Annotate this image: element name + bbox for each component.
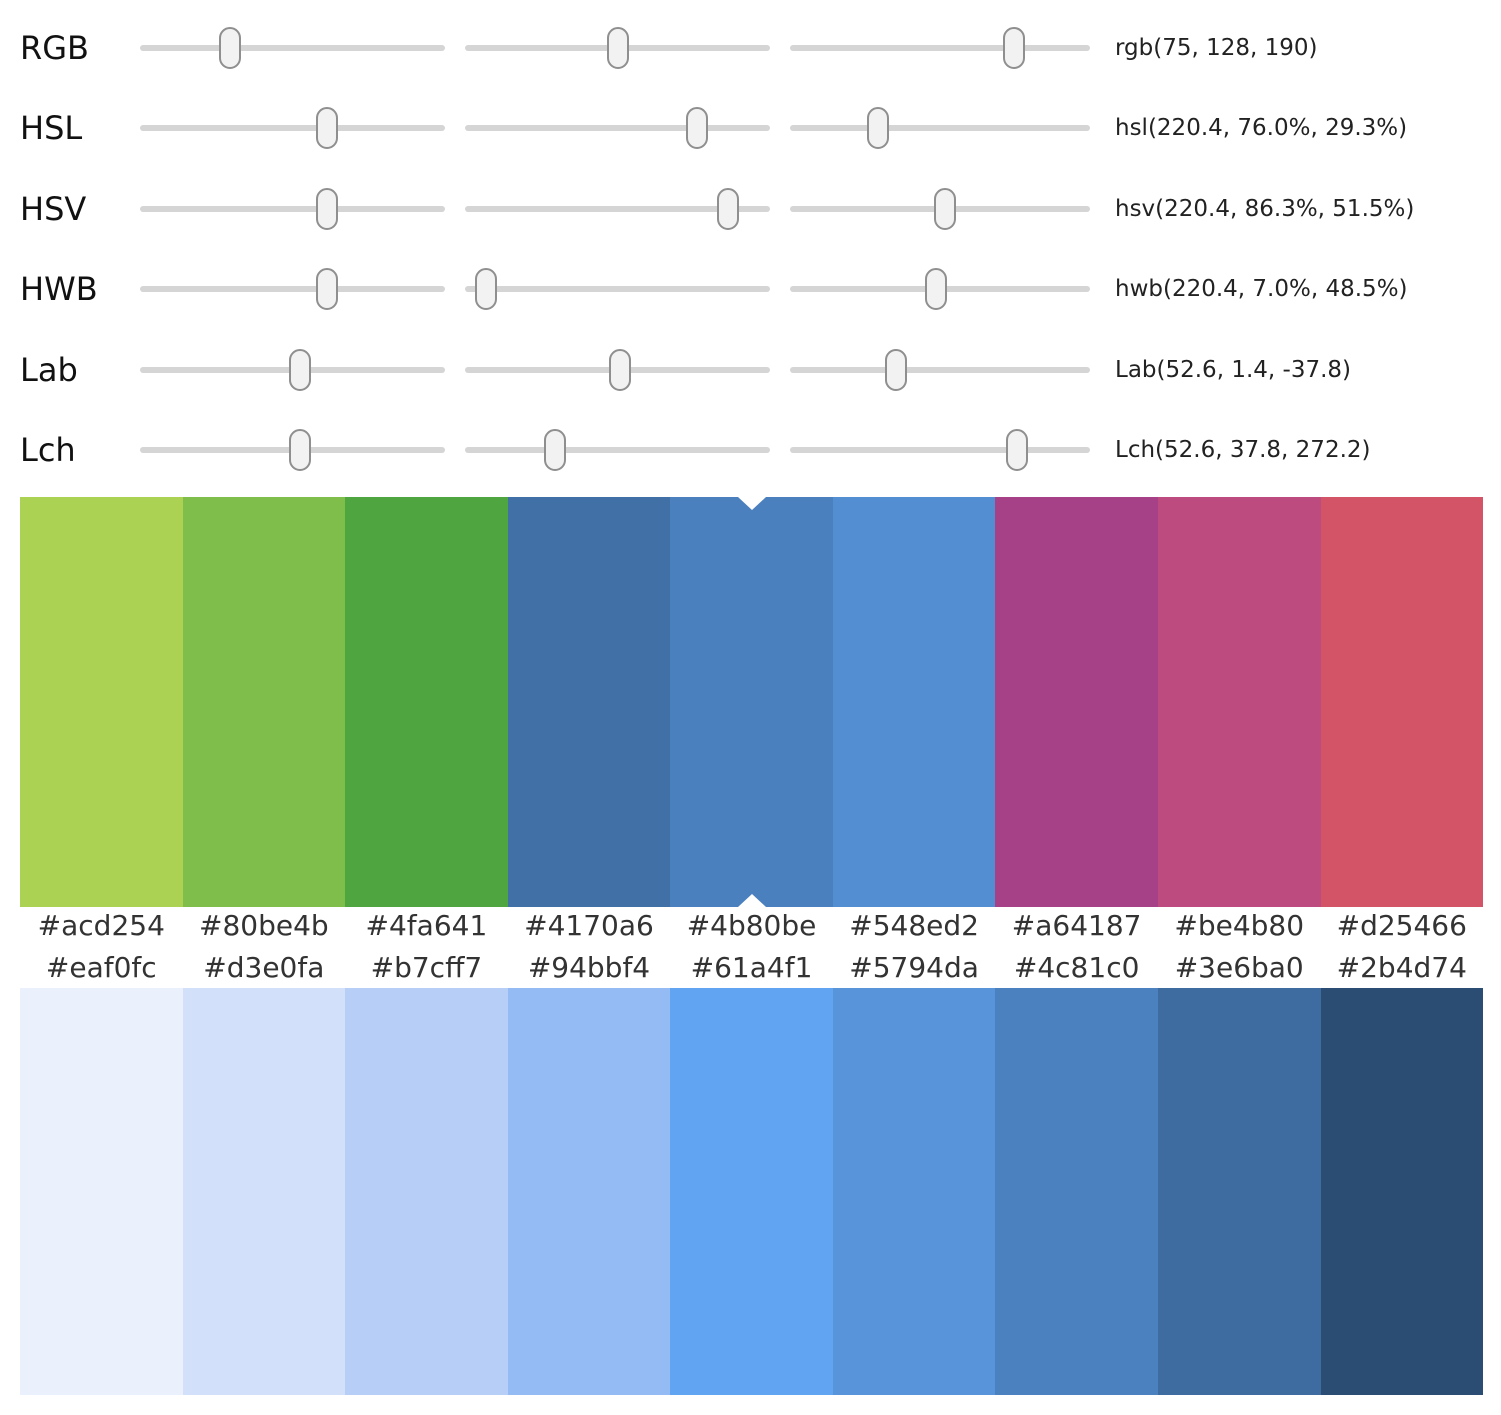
slider-row-lch: Lch Lch(52.6, 37.8, 272.2) — [0, 410, 1501, 490]
lightness-swatch[interactable] — [345, 988, 508, 1395]
slider-row-hsl: HSL hsl(220.4, 76.0%, 29.3%) — [0, 88, 1501, 168]
hsv-channel-3-slider-track[interactable] — [790, 188, 1090, 230]
colorspace-label-lab: Lab — [20, 351, 78, 389]
hsl-channel-3-slider-track[interactable] — [790, 107, 1090, 149]
harmony-swatch[interactable] — [1157, 497, 1321, 907]
harmony-hex-label: #80be4b — [199, 908, 329, 942]
harmony-swatch[interactable] — [995, 497, 1158, 907]
slider-row-rgb: RGB rgb(75, 128, 190) — [0, 8, 1501, 88]
rgb-channel-1-slider-handle[interactable] — [218, 27, 241, 69]
harmony-swatch[interactable] — [507, 497, 671, 907]
lightness-hex-labels: #eaf0fc #d3e0fa #b7cff7 #94bbf4 #61a4f1 #5794… — [20, 947, 1483, 987]
lightness-swatch[interactable] — [1320, 988, 1484, 1395]
hwb-channel-1-slider-handle[interactable] — [315, 268, 338, 310]
harmony-hex-labels: #acd254 #80be4b #4fa641 #4170a6 #4b80be #548e… — [20, 905, 1483, 945]
selected-color-notch-bottom-icon — [737, 894, 766, 907]
lch-channel-1-slider-track[interactable] — [140, 429, 445, 471]
hsv-channel-1-slider-track[interactable] — [140, 188, 445, 230]
hwb-channel-2-slider-handle[interactable] — [475, 268, 498, 310]
hsl-channel-1-slider-handle[interactable] — [315, 107, 338, 149]
lightness-hex-label: #5794da — [849, 950, 979, 984]
hsl-channel-3-slider-handle[interactable] — [866, 107, 889, 149]
harmony-hex-label: #548ed2 — [849, 908, 979, 942]
colorspace-label-hsv: HSV — [20, 190, 87, 228]
hsl-value-text: hsl(220.4, 76.0%, 29.3%) — [1115, 115, 1408, 141]
hwb-value-text: hwb(220.4, 7.0%, 48.5%) — [1115, 276, 1408, 302]
lch-channel-3-slider-track[interactable] — [790, 429, 1090, 471]
lightness-swatch[interactable] — [1157, 988, 1321, 1395]
harmony-swatch[interactable] — [832, 497, 996, 907]
lightness-swatch[interactable] — [670, 988, 833, 1395]
lightness-swatch[interactable] — [20, 988, 183, 1395]
slider-row-hsv: HSV hsv(220.4, 86.3%, 51.5%) — [0, 169, 1501, 249]
harmony-hex-label: #acd254 — [37, 908, 165, 942]
hwb-channel-3-slider-handle[interactable] — [924, 268, 947, 310]
lch-channel-2-slider-track[interactable] — [465, 429, 770, 471]
lightness-swatch[interactable] — [995, 988, 1158, 1395]
hsv-value-text: hsv(220.4, 86.3%, 51.5%) — [1115, 196, 1415, 222]
lightness-hex-label: #94bbf4 — [527, 950, 651, 984]
harmony-hex-label: #4fa641 — [365, 908, 488, 942]
hwb-channel-1-slider-track[interactable] — [140, 268, 445, 310]
harmony-hex-label: #a64187 — [1011, 908, 1142, 942]
colorspace-label-hsl: HSL — [20, 109, 83, 147]
lightness-hex-label: #3e6ba0 — [1174, 950, 1304, 984]
lightness-swatch[interactable] — [507, 988, 671, 1395]
lightness-hex-label: #d3e0fa — [203, 950, 325, 984]
lab-channel-1-slider-handle[interactable] — [289, 349, 312, 391]
hwb-channel-3-slider-track[interactable] — [790, 268, 1090, 310]
lab-channel-1-slider-track[interactable] — [140, 349, 445, 391]
lightness-swatch[interactable] — [832, 988, 996, 1395]
lightness-hex-label: #2b4d74 — [1336, 950, 1467, 984]
lightness-swatch[interactable] — [182, 988, 346, 1395]
rgb-channel-2-slider-handle[interactable] — [607, 27, 630, 69]
rgb-value-text: rgb(75, 128, 190) — [1115, 35, 1318, 61]
hsv-channel-2-slider-handle[interactable] — [717, 188, 740, 230]
lightness-hex-label: #b7cff7 — [370, 950, 483, 984]
rgb-channel-2-slider-track[interactable] — [465, 27, 770, 69]
hwb-channel-2-slider-track[interactable] — [465, 268, 770, 310]
lab-channel-3-slider-track[interactable] — [790, 349, 1090, 391]
lightness-hex-label: #eaf0fc — [45, 950, 157, 984]
harmony-hex-label: #d25466 — [1336, 908, 1467, 942]
lab-channel-2-slider-handle[interactable] — [608, 349, 631, 391]
lightness-scale-palette — [20, 988, 1484, 1395]
lch-channel-3-slider-handle[interactable] — [1005, 429, 1028, 471]
colorspace-label-hwb: HWB — [20, 270, 98, 308]
slider-row-hwb: HWB hwb(220.4, 7.0%, 48.5%) — [0, 249, 1501, 329]
lch-channel-1-slider-handle[interactable] — [289, 429, 312, 471]
lch-channel-2-slider-handle[interactable] — [543, 429, 566, 471]
harmony-swatch[interactable] — [182, 497, 346, 907]
colorspace-label-rgb: RGB — [20, 29, 89, 67]
harmony-swatch[interactable] — [345, 497, 508, 907]
harmony-hex-label: #4170a6 — [524, 908, 654, 942]
hsl-channel-1-slider-track[interactable] — [140, 107, 445, 149]
hsv-channel-3-slider-handle[interactable] — [933, 188, 956, 230]
harmony-swatch[interactable] — [20, 497, 183, 907]
rgb-channel-3-slider-handle[interactable] — [1002, 27, 1025, 69]
lightness-hex-label: #61a4f1 — [690, 950, 813, 984]
selected-color-notch-top-icon — [737, 497, 766, 510]
harmony-swatch[interactable] — [1320, 497, 1484, 907]
hsv-channel-1-slider-handle[interactable] — [315, 188, 338, 230]
hsl-channel-2-slider-handle[interactable] — [685, 107, 708, 149]
lab-channel-2-slider-track[interactable] — [465, 349, 770, 391]
lab-value-text: Lab(52.6, 1.4, -37.8) — [1115, 357, 1351, 383]
lch-value-text: Lch(52.6, 37.8, 272.2) — [1115, 437, 1371, 463]
hsv-channel-2-slider-track[interactable] — [465, 188, 770, 230]
colorspace-label-lch: Lch — [20, 431, 76, 469]
slider-row-lab: Lab Lab(52.6, 1.4, -37.8) — [0, 330, 1501, 410]
harmony-hex-label: #4b80be — [686, 908, 817, 942]
harmony-swatch[interactable] — [670, 497, 833, 907]
rgb-channel-1-slider-track[interactable] — [140, 27, 445, 69]
harmony-hex-label: #be4b80 — [1174, 908, 1305, 942]
hsl-channel-2-slider-track[interactable] — [465, 107, 770, 149]
lightness-hex-label: #4c81c0 — [1013, 950, 1140, 984]
harmony-palette — [20, 497, 1484, 907]
lab-channel-3-slider-handle[interactable] — [885, 349, 908, 391]
rgb-channel-3-slider-track[interactable] — [790, 27, 1090, 69]
